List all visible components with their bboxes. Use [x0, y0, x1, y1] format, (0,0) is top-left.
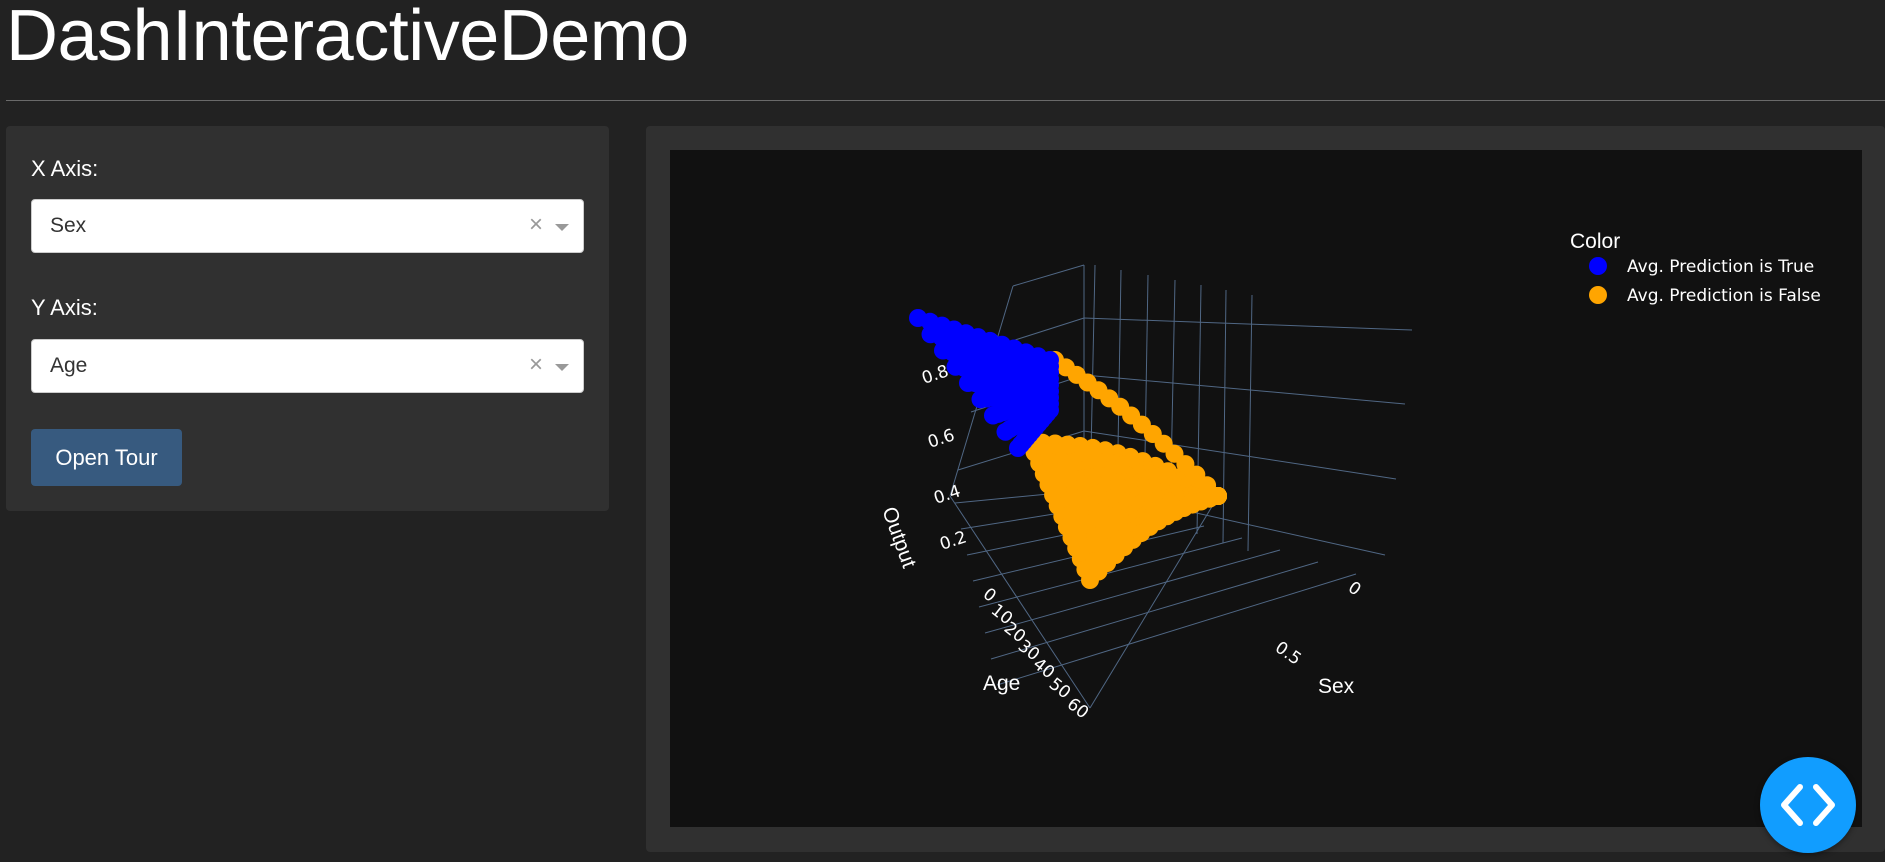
grid-line-floor-age-5 [984, 549, 1281, 634]
plot-canvas[interactable]: 0.8 0.6 0.4 0.2 Output 0 10 20 30 40 50 … [670, 150, 1862, 827]
3d-scatter-plot[interactable]: 0.8 0.6 0.4 0.2 Output 0 10 20 30 40 50 … [670, 150, 1862, 827]
x-axis-clear-icon[interactable]: × [528, 211, 543, 238]
code-icon [1781, 784, 1835, 826]
legend-item-false[interactable]: Avg. Prediction is False [1589, 286, 1821, 306]
grid-line-floor-age-7 [996, 573, 1357, 686]
graph-card: 0.8 0.6 0.4 0.2 Output 0 10 20 30 40 50 … [646, 126, 1885, 852]
x-axis-chevron-down-icon[interactable] [555, 224, 569, 231]
legend-label-true: Avg. Prediction is True [1627, 257, 1814, 277]
y-axis-chevron-down-icon[interactable] [555, 364, 569, 371]
grid-line-back-v-6 [1222, 289, 1227, 544]
z-tick-0.4: 0.4 [931, 481, 963, 508]
grid-line-floor-sex-0 [949, 495, 1091, 709]
page-title: DashInteractiveDemo [6, 0, 689, 76]
legend-label-false: Avg. Prediction is False [1627, 286, 1821, 306]
legend-marker-false [1589, 286, 1607, 304]
debug-menu-button[interactable] [1760, 757, 1856, 853]
grid-line-floor-age-4 [978, 537, 1243, 608]
x-tick-0: 0 [1344, 578, 1364, 601]
legend-marker-true [1589, 257, 1607, 275]
data-points [909, 309, 1227, 589]
grid-line-back-v-7 [1247, 294, 1253, 552]
z-tick-0.8: 0.8 [919, 361, 951, 388]
y-axis-dropdown[interactable]: Age × [31, 339, 584, 393]
controls-card: X Axis: Sex × Y Axis: Age × Open Tour [6, 126, 609, 511]
open-tour-button[interactable]: Open Tour [31, 429, 182, 486]
y-axis-label: Y Axis: [31, 295, 98, 320]
z-tick-0.6: 0.6 [925, 425, 957, 452]
x-axis-title: Sex [1318, 675, 1355, 698]
x-tick-0.5: 0.5 [1271, 638, 1305, 670]
grid-line-back-h-0 [1083, 317, 1413, 331]
x-axis-dropdown[interactable]: Sex × [31, 199, 584, 253]
grid-line-left-h-0 [1012, 264, 1085, 287]
title-divider [6, 100, 1885, 101]
data-point-347 [1041, 401, 1059, 419]
z-axis-title: Output [877, 504, 920, 571]
y-axis-clear-icon[interactable]: × [528, 351, 543, 378]
y-axis-title: Age [983, 672, 1020, 695]
y-axis-selected-value: Age [50, 354, 88, 377]
grid-line-back-h-1 [1083, 374, 1406, 405]
x-axis-selected-value: Sex [50, 214, 87, 237]
grid-line-floor-age-6 [990, 561, 1319, 660]
grid-line-back-h-2 [1083, 430, 1397, 480]
legend-title: Color [1570, 230, 1620, 253]
legend-item-true[interactable]: Avg. Prediction is True [1589, 257, 1814, 277]
data-point-239 [1209, 487, 1227, 505]
y-tick-60: 60 [1063, 694, 1092, 723]
x-axis-label: X Axis: [31, 156, 99, 181]
grid-line-floor-edge [1089, 489, 1223, 709]
legend: Color Avg. Prediction is True Avg. Predi… [1570, 230, 1821, 306]
z-tick-0.2: 0.2 [937, 527, 969, 554]
